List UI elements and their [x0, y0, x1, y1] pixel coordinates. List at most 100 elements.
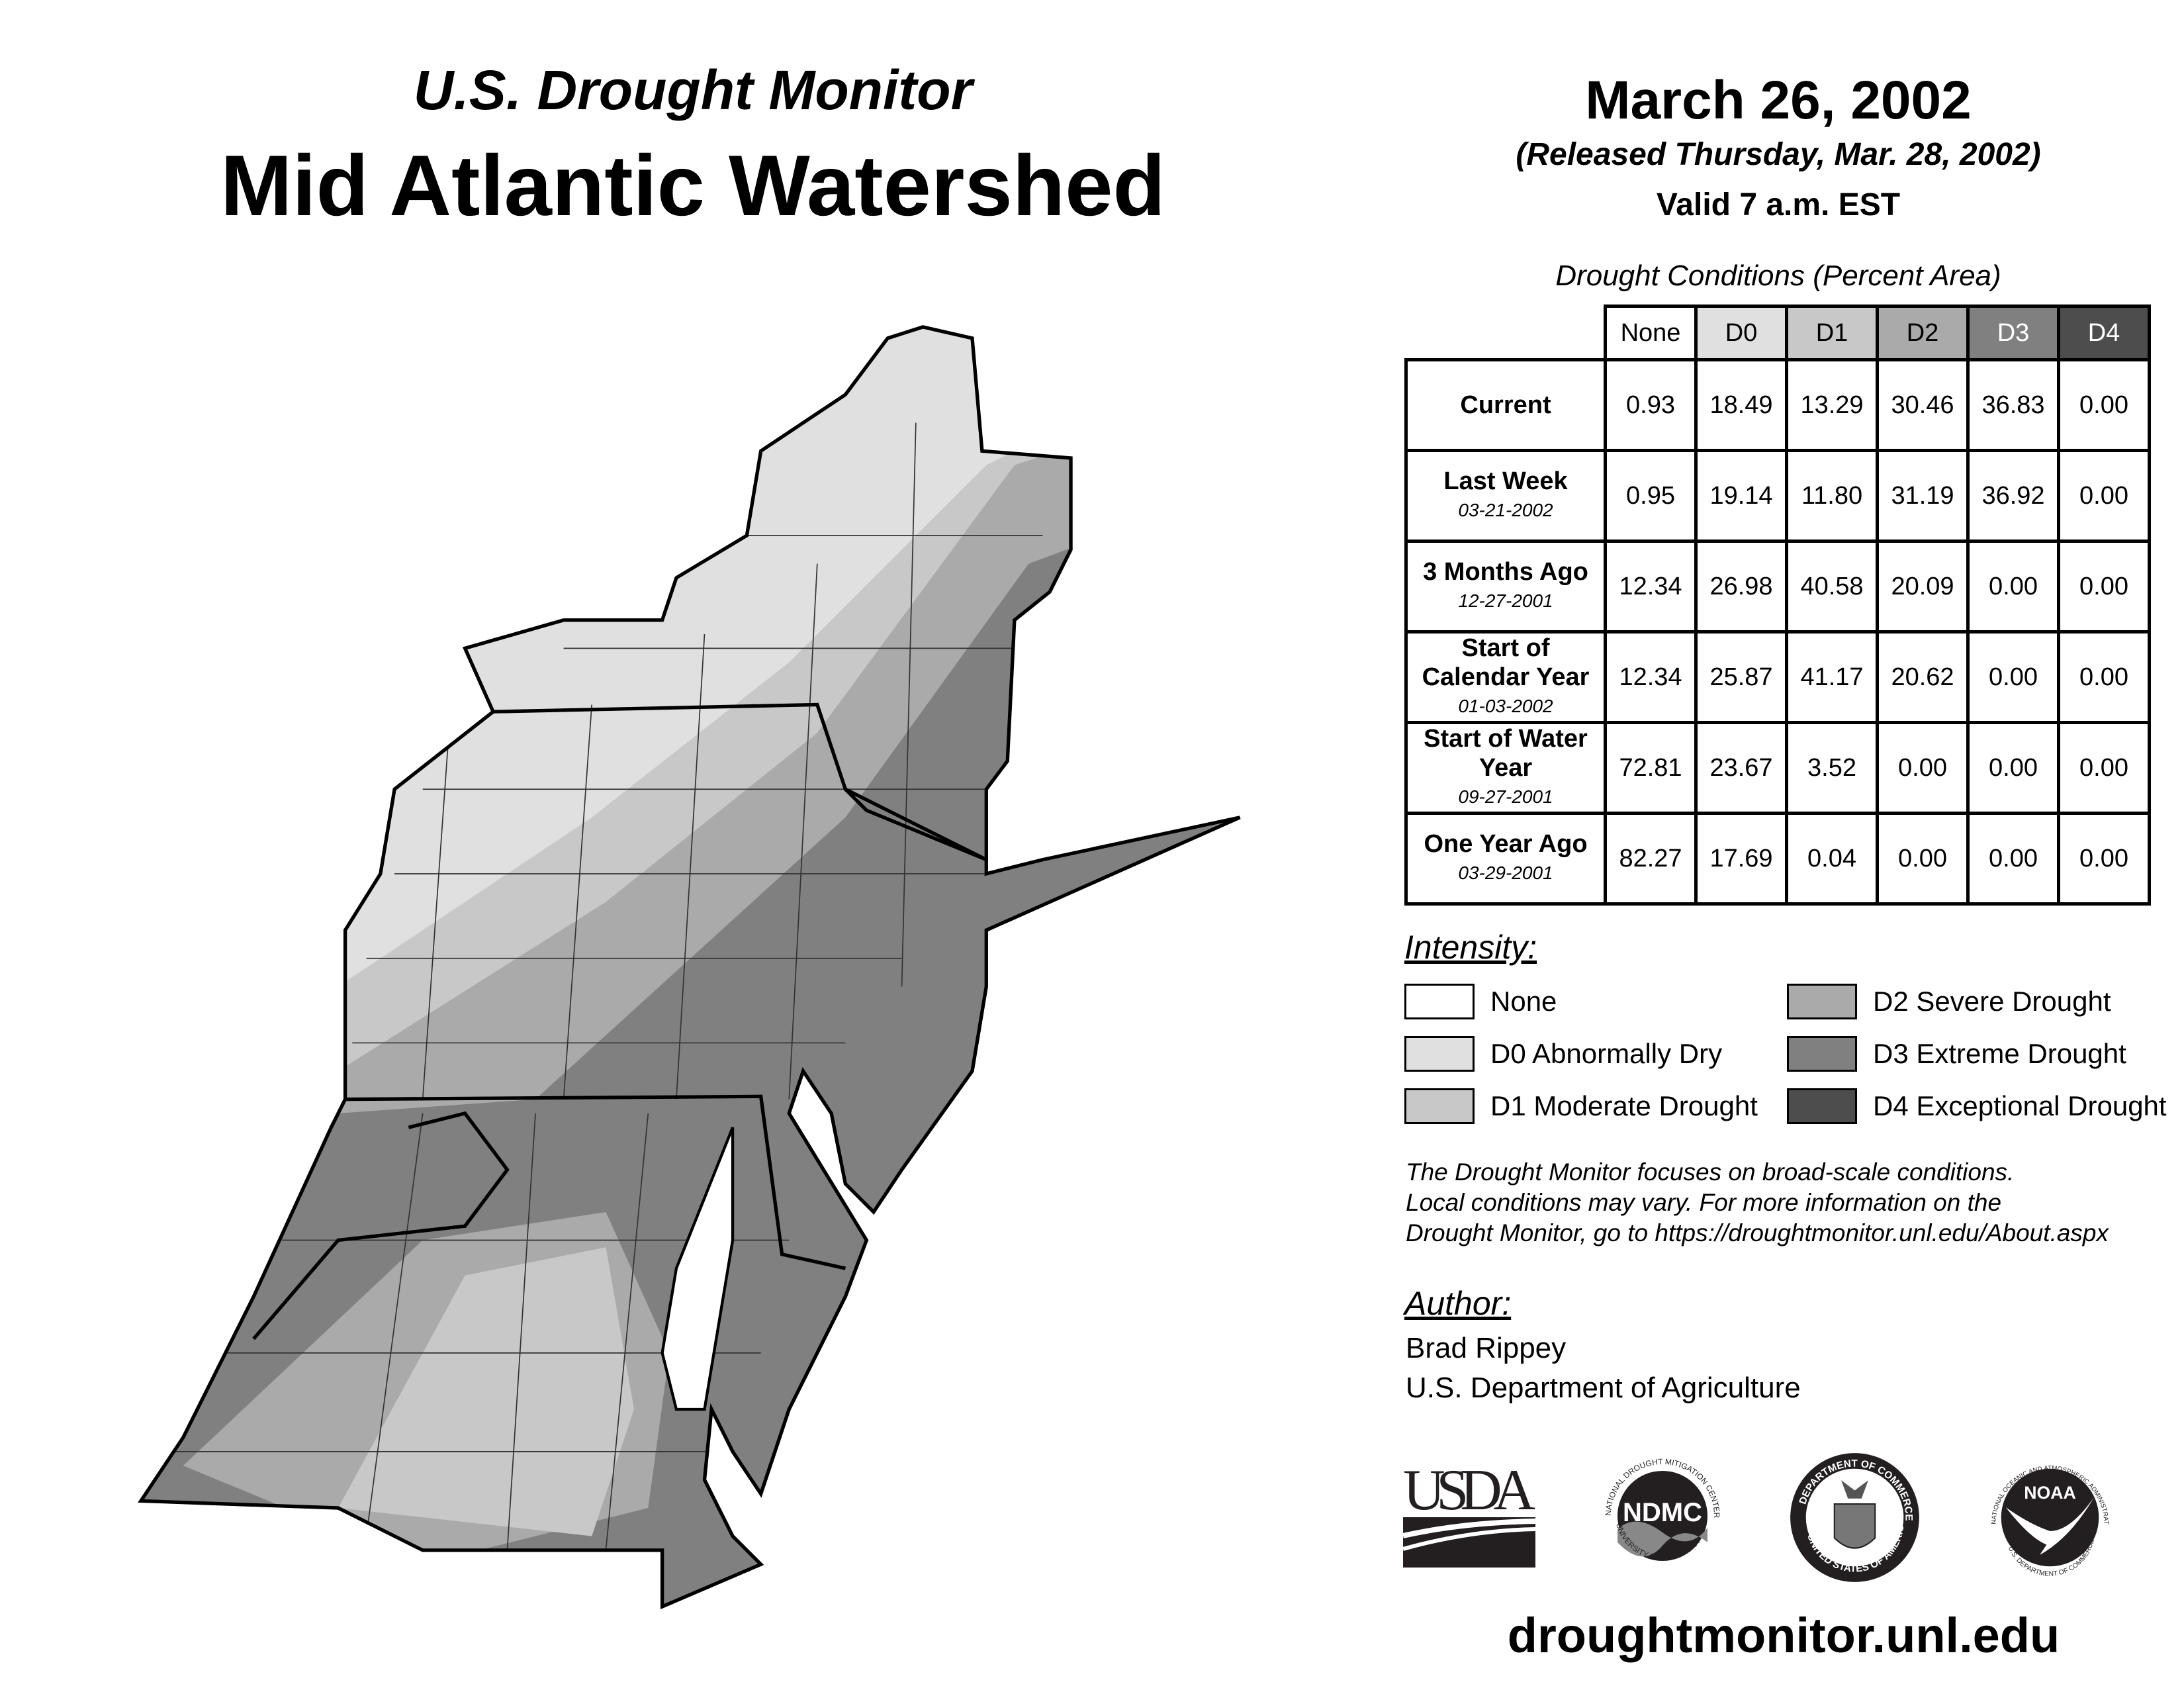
- county-lines: [169, 422, 1043, 1550]
- cell-d4: 0.00: [2057, 812, 2151, 906]
- legend-swatch: [1787, 984, 1857, 1019]
- table-row: Start of Water Year 09-27-2001 72.81 23.67 3…: [1404, 721, 2151, 815]
- map-title: Mid Atlantic Watershed: [220, 137, 1165, 234]
- legend-label: None: [1490, 986, 1557, 1017]
- cell-d4: 0.00: [2057, 358, 2151, 452]
- cell-none: 0.95: [1604, 449, 1698, 543]
- cell-d2: 0.00: [1876, 812, 1970, 906]
- row-date: 09-27-2001: [1458, 786, 1553, 807]
- ndmc-logo: NDMC NATIONAL DROUGHT MITIGATION CENTER …: [1604, 1457, 1721, 1562]
- cell-d4: 0.00: [2057, 630, 2151, 724]
- legend-title: Intensity:: [1404, 929, 1537, 966]
- legend-item-d0: D0 Abnormally Dry: [1404, 1036, 1722, 1072]
- legend-label: D0 Abnormally Dry: [1490, 1038, 1723, 1069]
- commerce-seal: DEPARTMENT OF COMMERCE UNITED STATES OF …: [1787, 1450, 1919, 1582]
- legend-swatch: [1404, 1036, 1475, 1072]
- disclaimer-line: The Drought Monitor focuses on broad-sca…: [1406, 1158, 2015, 1186]
- legend-label: D1 Moderate Drought: [1490, 1090, 1758, 1121]
- watershed-outline: [138, 325, 1241, 1610]
- cell-d1: 41.17: [1785, 630, 1879, 724]
- map-subtitle: U.S. Drought Monitor: [413, 59, 973, 121]
- table-header-row: None D0 D1 D2 D3 D4: [1406, 305, 2151, 361]
- cell-d1: 0.04: [1785, 812, 1879, 906]
- cell-d3: 0.00: [1966, 812, 2060, 906]
- cell-d1: 3.52: [1785, 721, 1879, 815]
- cell-d0: 17.69: [1694, 812, 1788, 906]
- disclaimer-line: Local conditions may vary. For more info…: [1406, 1189, 2002, 1216]
- cell-d0: 23.67: [1694, 721, 1788, 815]
- cell-d2: 20.62: [1876, 630, 1970, 724]
- row-label-text: Start of Water Year: [1424, 725, 1588, 782]
- header-blank: [1406, 306, 1607, 361]
- row-label: One Year Ago 03-29-2001: [1404, 812, 1607, 906]
- author-org: U.S. Department of Agriculture: [1406, 1372, 1801, 1404]
- website-link[interactable]: droughtmonitor.unl.edu: [1507, 1608, 2060, 1663]
- cell-d3: 0.00: [1966, 539, 2060, 633]
- cell-none: 12.34: [1604, 630, 1698, 724]
- cell-d0: 25.87: [1694, 630, 1788, 724]
- table-row: Last Week 03-21-2002 0.95 19.14 11.80 31.19 36…: [1404, 449, 2151, 543]
- legend-item-d3: D3 Extreme Drought: [1787, 1036, 2126, 1072]
- legend-item-d4: D4 Exceptional Drought: [1787, 1088, 2167, 1124]
- legend-swatch: [1787, 1088, 1857, 1124]
- state-borders: [252, 702, 987, 1340]
- svg-text:USDA: USDA: [1403, 1458, 1535, 1523]
- legend-item-none: None: [1404, 984, 1557, 1019]
- row-date: 01-03-2002: [1458, 696, 1553, 716]
- col-d2: D2: [1876, 305, 1970, 361]
- table-row: 3 Months Ago 12-27-2001 12.34 26.98 40.58 20.…: [1404, 539, 2151, 633]
- cell-none: 82.27: [1604, 812, 1698, 906]
- row-label: Current: [1404, 358, 1607, 452]
- usda-logo: USDA: [1403, 1458, 1536, 1568]
- cell-d4: 0.00: [2057, 721, 2151, 815]
- cell-d0: 26.98: [1694, 539, 1788, 633]
- row-label-text: Start of Calendar Year: [1422, 634, 1590, 691]
- cell-d0: 19.14: [1694, 449, 1788, 543]
- cell-d1: 13.29: [1785, 358, 1879, 452]
- table-row: Current 0.93 18.49 13.29 30.46 36.83 0.00: [1404, 358, 2151, 452]
- chesapeake-bay: [660, 1127, 735, 1411]
- col-d1: D1: [1785, 305, 1879, 361]
- row-label-text: One Year Ago: [1424, 830, 1588, 858]
- legend-label: D3 Extreme Drought: [1873, 1038, 2126, 1069]
- disclaimer: The Drought Monitor focuses on broad-sca…: [1406, 1157, 2109, 1248]
- table-row: One Year Ago 03-29-2001 82.27 17.69 0.04 0.00…: [1404, 812, 2151, 906]
- col-d4: D4: [2057, 305, 2151, 361]
- disclaimer-line: Drought Monitor, go to https://droughtmo…: [1406, 1219, 2109, 1246]
- row-label: 3 Months Ago 12-27-2001: [1404, 539, 1607, 633]
- cell-d3: 0.00: [1966, 630, 2060, 724]
- cell-d3: 36.83: [1966, 358, 2060, 452]
- col-d3: D3: [1966, 305, 2060, 361]
- legend-label: D2 Severe Drought: [1873, 986, 2111, 1017]
- row-label-text: 3 Months Ago: [1423, 558, 1588, 586]
- row-label: Last Week 03-21-2002: [1404, 449, 1607, 543]
- row-date: 03-21-2002: [1458, 500, 1553, 520]
- cell-d3: 36.92: [1966, 449, 2060, 543]
- cell-d0: 18.49: [1694, 358, 1788, 452]
- row-date: 12-27-2001: [1458, 590, 1553, 611]
- cell-d2: 20.09: [1876, 539, 1970, 633]
- d1-area-virginia: [338, 1247, 635, 1536]
- row-date: 03-29-2001: [1458, 863, 1553, 883]
- legend-swatch: [1404, 984, 1475, 1019]
- col-none: None: [1604, 305, 1698, 361]
- cell-d3: 0.00: [1966, 721, 2060, 815]
- valid-time: Valid 7 a.m. EST: [1656, 187, 1901, 222]
- row-label: Start of Water Year 09-27-2001: [1404, 721, 1607, 815]
- table-row: Start of Calendar Year 01-03-2002 12.34 25.…: [1404, 630, 2151, 724]
- legend-swatch: [1787, 1036, 1857, 1072]
- author-name: Brad Rippey: [1406, 1332, 1567, 1364]
- table-caption: Drought Conditions (Percent Area): [1555, 259, 2001, 292]
- cell-d4: 0.00: [2057, 539, 2151, 633]
- author-heading: Author:: [1404, 1285, 1512, 1322]
- legend-item-d1: D1 Moderate Drought: [1404, 1088, 1758, 1124]
- cell-d2: 31.19: [1876, 449, 1970, 543]
- legend-item-d2: D2 Severe Drought: [1787, 984, 2111, 1019]
- noaa-logo: NOAA NATIONAL OCEANIC AND ATMOSPHERIC AD…: [1982, 1450, 2110, 1578]
- legend-swatch: [1404, 1088, 1475, 1124]
- legend-label: D4 Exceptional Drought: [1873, 1090, 2167, 1121]
- release-date: (Released Thursday, Mar. 28, 2002): [1516, 137, 2041, 172]
- row-label: Start of Calendar Year 01-03-2002: [1404, 630, 1607, 724]
- cell-d2: 30.46: [1876, 358, 1970, 452]
